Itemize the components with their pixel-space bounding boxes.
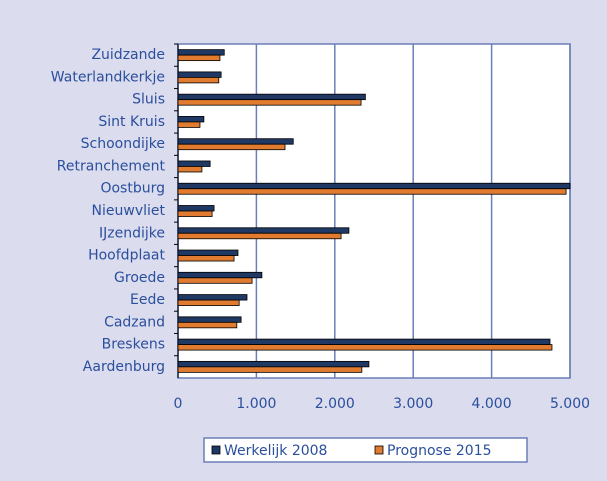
legend-swatch bbox=[374, 445, 384, 455]
bar bbox=[177, 71, 222, 78]
bar bbox=[177, 182, 571, 190]
y-tick-label: Schoondijke bbox=[81, 136, 165, 152]
y-tick-label: Eede bbox=[130, 292, 165, 308]
legend-label: Prognose 2015 bbox=[387, 443, 492, 459]
y-tick-label: Zuidzande bbox=[91, 47, 165, 63]
bar bbox=[177, 143, 286, 151]
bar bbox=[177, 121, 201, 128]
bar bbox=[177, 255, 235, 262]
y-tick-label: Sint Kruis bbox=[98, 114, 165, 130]
bar bbox=[177, 205, 215, 212]
x-tick-label: 1.000 bbox=[236, 396, 276, 412]
bar bbox=[177, 299, 240, 306]
bar bbox=[177, 210, 213, 217]
y-tick-label: Groede bbox=[114, 270, 165, 286]
bar bbox=[177, 160, 211, 167]
bar bbox=[177, 49, 225, 56]
bar bbox=[177, 294, 248, 301]
legend-box bbox=[203, 437, 528, 463]
y-tick-label: Breskens bbox=[102, 337, 165, 353]
bar bbox=[177, 360, 370, 368]
bar bbox=[177, 77, 220, 84]
bar bbox=[177, 277, 253, 284]
x-tick-label: 0 bbox=[174, 396, 183, 412]
bar bbox=[177, 227, 350, 234]
y-tick-label: Nieuwvliet bbox=[92, 203, 166, 219]
y-tick-label: Hoofdplaat bbox=[88, 248, 165, 264]
bar bbox=[177, 138, 294, 145]
y-tick-label: Aardenburg bbox=[83, 359, 165, 375]
y-tick-label: Oostburg bbox=[100, 181, 165, 197]
y-tick-label: Retranchement bbox=[57, 158, 166, 174]
bar bbox=[177, 321, 238, 329]
legend-swatch bbox=[211, 445, 221, 455]
x-tick-label: 2.000 bbox=[315, 396, 355, 412]
y-tick-label: Waterlandkerkje bbox=[51, 69, 165, 85]
bar bbox=[177, 338, 551, 346]
x-tick-label: 5.000 bbox=[550, 396, 590, 412]
bar bbox=[177, 271, 263, 279]
bar bbox=[177, 188, 567, 195]
bar bbox=[177, 316, 242, 323]
bar bbox=[177, 366, 363, 373]
legend-label: Werkelijk 2008 bbox=[224, 443, 327, 459]
y-tick-label: Cadzand bbox=[104, 314, 165, 330]
x-tick-label: 3.000 bbox=[393, 396, 433, 412]
bar bbox=[177, 116, 205, 123]
bar bbox=[177, 54, 221, 62]
bar bbox=[177, 99, 362, 106]
x-tick-label: 4.000 bbox=[472, 396, 512, 412]
bar bbox=[177, 344, 553, 351]
bar bbox=[177, 93, 366, 101]
bar bbox=[177, 249, 239, 256]
y-tick-label: IJzendijke bbox=[99, 225, 165, 241]
bar bbox=[177, 232, 342, 240]
y-tick-label: Sluis bbox=[132, 92, 165, 108]
bar bbox=[177, 166, 203, 173]
